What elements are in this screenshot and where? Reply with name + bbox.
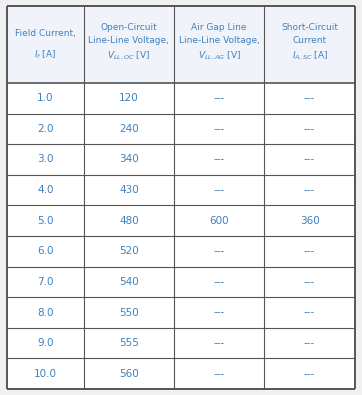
Bar xyxy=(264,328,355,358)
Bar xyxy=(7,358,84,389)
Bar xyxy=(84,297,174,328)
Text: 8.0: 8.0 xyxy=(37,308,54,318)
Text: $V_{LL,OC}$ [V]: $V_{LL,OC}$ [V] xyxy=(107,50,151,62)
Bar xyxy=(7,144,84,175)
Text: ---: --- xyxy=(304,185,315,195)
Bar xyxy=(264,175,355,205)
Text: $V_{LL,AG}$ [V]: $V_{LL,AG}$ [V] xyxy=(198,50,241,62)
Text: ---: --- xyxy=(214,369,225,379)
Bar xyxy=(264,297,355,328)
Bar xyxy=(264,205,355,236)
Bar xyxy=(84,144,174,175)
Text: ---: --- xyxy=(304,124,315,134)
Bar xyxy=(174,236,264,267)
Bar xyxy=(264,358,355,389)
Bar xyxy=(84,236,174,267)
Text: ---: --- xyxy=(214,93,225,103)
Bar xyxy=(174,6,264,83)
Text: ---: --- xyxy=(304,154,315,164)
Bar xyxy=(84,328,174,358)
Text: Field Current,: Field Current, xyxy=(15,29,76,38)
Text: 520: 520 xyxy=(119,246,139,256)
Bar xyxy=(264,83,355,114)
Text: ---: --- xyxy=(304,277,315,287)
Bar xyxy=(84,358,174,389)
Text: 3.0: 3.0 xyxy=(37,154,54,164)
Bar xyxy=(7,328,84,358)
Bar xyxy=(174,358,264,389)
Text: ---: --- xyxy=(214,246,225,256)
Bar xyxy=(264,114,355,144)
Text: ---: --- xyxy=(214,308,225,318)
Bar xyxy=(174,328,264,358)
Bar xyxy=(7,236,84,267)
Bar xyxy=(7,6,84,83)
Text: 240: 240 xyxy=(119,124,139,134)
Text: 540: 540 xyxy=(119,277,139,287)
Text: ---: --- xyxy=(304,369,315,379)
Bar xyxy=(264,267,355,297)
Bar xyxy=(174,205,264,236)
Text: Line-Line Voltage,: Line-Line Voltage, xyxy=(88,36,169,45)
Text: 120: 120 xyxy=(119,93,139,103)
Bar xyxy=(7,205,84,236)
Bar xyxy=(84,205,174,236)
Text: Short-Circuit: Short-Circuit xyxy=(281,23,338,32)
Bar xyxy=(84,6,174,83)
Text: ---: --- xyxy=(304,246,315,256)
Bar xyxy=(264,144,355,175)
Bar xyxy=(84,114,174,144)
Bar xyxy=(174,144,264,175)
Bar xyxy=(174,297,264,328)
Text: $\it{I}_{A,SC}$ [A]: $\it{I}_{A,SC}$ [A] xyxy=(291,50,328,62)
Text: 340: 340 xyxy=(119,154,139,164)
Bar xyxy=(174,267,264,297)
Bar xyxy=(264,6,355,83)
Bar xyxy=(7,175,84,205)
Text: ---: --- xyxy=(214,277,225,287)
Text: $\it{I}_f$ [A]: $\it{I}_f$ [A] xyxy=(34,49,57,61)
Bar xyxy=(174,114,264,144)
Text: ---: --- xyxy=(304,338,315,348)
Bar xyxy=(264,236,355,267)
Text: Line-Line Voltage,: Line-Line Voltage, xyxy=(179,36,260,45)
Text: 10.0: 10.0 xyxy=(34,369,57,379)
Text: 480: 480 xyxy=(119,216,139,226)
Bar xyxy=(174,175,264,205)
Text: 360: 360 xyxy=(300,216,319,226)
Text: Air Gap Line: Air Gap Line xyxy=(191,23,247,32)
Text: ---: --- xyxy=(304,308,315,318)
Bar xyxy=(7,267,84,297)
Text: 7.0: 7.0 xyxy=(37,277,54,287)
Bar xyxy=(84,175,174,205)
Text: 5.0: 5.0 xyxy=(37,216,54,226)
Text: 4.0: 4.0 xyxy=(37,185,54,195)
Bar xyxy=(174,83,264,114)
Text: 1.0: 1.0 xyxy=(37,93,54,103)
Text: ---: --- xyxy=(214,124,225,134)
Text: Open-Circuit: Open-Circuit xyxy=(101,23,157,32)
Bar xyxy=(84,267,174,297)
Bar xyxy=(7,114,84,144)
Text: ---: --- xyxy=(214,338,225,348)
Text: 430: 430 xyxy=(119,185,139,195)
Text: 2.0: 2.0 xyxy=(37,124,54,134)
Text: ---: --- xyxy=(214,154,225,164)
Text: 550: 550 xyxy=(119,308,139,318)
Text: 6.0: 6.0 xyxy=(37,246,54,256)
Text: 600: 600 xyxy=(209,216,229,226)
Text: 560: 560 xyxy=(119,369,139,379)
Text: 9.0: 9.0 xyxy=(37,338,54,348)
Text: ---: --- xyxy=(304,93,315,103)
Bar xyxy=(7,297,84,328)
Bar xyxy=(84,83,174,114)
Text: Current: Current xyxy=(292,36,327,45)
Text: ---: --- xyxy=(214,185,225,195)
Text: 555: 555 xyxy=(119,338,139,348)
Bar xyxy=(7,83,84,114)
